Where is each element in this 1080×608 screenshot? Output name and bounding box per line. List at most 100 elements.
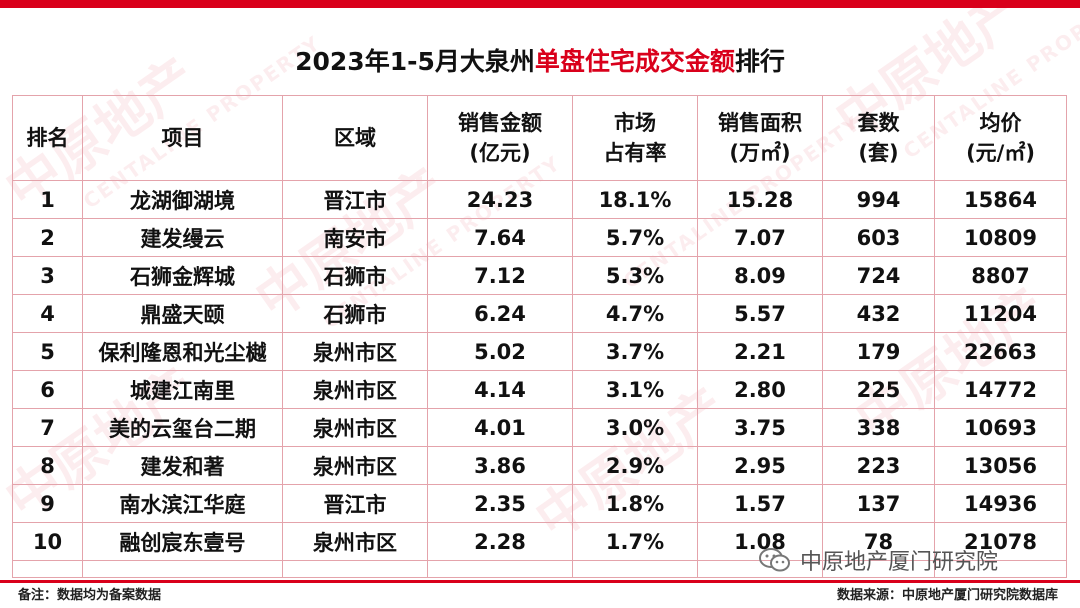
units-cell: 603: [822, 218, 935, 257]
rank-cell: 5: [12, 332, 83, 371]
project-cell: 美的云玺台二期: [82, 408, 283, 447]
bottom-accent-bar: [0, 580, 1080, 583]
market-share-cell: 18.1%: [572, 180, 698, 219]
sales-area-cell: 2.80: [697, 370, 823, 409]
project-cell: 保利隆恩和光尘樾: [82, 332, 283, 371]
table-row: 9 南水滨江华庭 晋江市 2.35 1.8% 1.57 137 14936: [12, 484, 1067, 523]
empty-cell: [82, 560, 283, 578]
ranking-table: 排名 项目 区域 销售金额 (亿元) 市场 占有率 销售面积 (万㎡) 套数 (套) 均…: [12, 95, 1067, 578]
market-share-cell: 1.8%: [572, 484, 698, 523]
project-cell: 龙湖御湖境: [82, 180, 283, 219]
region-cell: 石狮市: [282, 256, 428, 295]
table-row: 6 城建江南里 泉州市区 4.14 3.1% 2.80 225 14772: [12, 370, 1067, 409]
sales-area-cell: 7.07: [697, 218, 823, 257]
sales-amount-cell: 2.28: [427, 522, 573, 561]
project-cell: 建发和著: [82, 446, 283, 485]
sales-amount-cell: 4.14: [427, 370, 573, 409]
empty-cell: [282, 560, 428, 578]
region-cell: 泉州市区: [282, 446, 428, 485]
region-cell: 泉州市区: [282, 408, 428, 447]
rank-cell: 3: [12, 256, 83, 295]
sales-amount-cell: 7.12: [427, 256, 573, 295]
wechat-icon: [759, 548, 790, 572]
header-avg-price: 均价 (元/㎡): [934, 95, 1067, 181]
market-share-cell: 5.7%: [572, 218, 698, 257]
empty-cell: [12, 560, 83, 578]
units-cell: 223: [822, 446, 935, 485]
region-cell: 泉州市区: [282, 522, 428, 561]
region-cell: 晋江市: [282, 484, 428, 523]
avg-price-cell: 8807: [934, 256, 1067, 295]
sales-area-cell: 1.57: [697, 484, 823, 523]
sales-amount-cell: 2.35: [427, 484, 573, 523]
header-units: 套数 (套): [822, 95, 935, 181]
title-highlight: 单盘住宅成交金额: [534, 47, 735, 76]
header-market-share: 市场 占有率: [572, 95, 698, 181]
sales-amount-cell: 24.23: [427, 180, 573, 219]
region-cell: 泉州市区: [282, 332, 428, 371]
market-share-cell: 3.7%: [572, 332, 698, 371]
title-prefix: 2023年1-5月大泉州: [295, 47, 535, 76]
table-row: 4 鼎盛天颐 石狮市 6.24 4.7% 5.57 432 11204: [12, 294, 1067, 333]
units-cell: 432: [822, 294, 935, 333]
region-cell: 晋江市: [282, 180, 428, 219]
sales-area-cell: 3.75: [697, 408, 823, 447]
units-cell: 225: [822, 370, 935, 409]
units-cell: 994: [822, 180, 935, 219]
avg-price-cell: 22663: [934, 332, 1067, 371]
avg-price-cell: 13056: [934, 446, 1067, 485]
project-cell: 城建江南里: [82, 370, 283, 409]
units-cell: 724: [822, 256, 935, 295]
header-sales-area: 销售面积 (万㎡): [697, 95, 823, 181]
empty-cell: [572, 560, 698, 578]
sales-amount-cell: 6.24: [427, 294, 573, 333]
region-cell: 石狮市: [282, 294, 428, 333]
units-cell: 137: [822, 484, 935, 523]
empty-cell: [934, 560, 1067, 578]
avg-price-cell: 10809: [934, 218, 1067, 257]
wechat-label: 中原地产厦门研究院: [800, 550, 999, 575]
rank-cell: 10: [12, 522, 83, 561]
market-share-cell: 3.0%: [572, 408, 698, 447]
header-rank: 排名: [12, 95, 83, 181]
table-header-row: 排名 项目 区域 销售金额 (亿元) 市场 占有率 销售面积 (万㎡) 套数 (套) 均…: [12, 95, 1067, 181]
project-cell: 石狮金辉城: [82, 256, 283, 295]
title-suffix: 排行: [734, 47, 785, 76]
table-row: 3 石狮金辉城 石狮市 7.12 5.3% 8.09 724 8807: [12, 256, 1067, 295]
sales-amount-cell: 5.02: [427, 332, 573, 371]
header-project: 项目: [82, 95, 283, 181]
market-share-cell: 5.3%: [572, 256, 698, 295]
sales-amount-cell: 3.86: [427, 446, 573, 485]
avg-price-cell: 14772: [934, 370, 1067, 409]
header-region: 区域: [282, 95, 428, 181]
market-share-cell: 3.1%: [572, 370, 698, 409]
table-row: 8 建发和著 泉州市区 3.86 2.9% 2.95 223 13056: [12, 446, 1067, 485]
rank-cell: 1: [12, 180, 83, 219]
region-cell: 泉州市区: [282, 370, 428, 409]
page-title: 2023年1-5月大泉州单盘住宅成交金额排行: [0, 42, 1080, 78]
rank-cell: 9: [12, 484, 83, 523]
table-row: 5 保利隆恩和光尘樾 泉州市区 5.02 3.7% 2.21 179 22663: [12, 332, 1067, 371]
avg-price-cell: 21078: [934, 522, 1067, 561]
rank-cell: 6: [12, 370, 83, 409]
project-cell: 鼎盛天颐: [82, 294, 283, 333]
sales-amount-cell: 4.01: [427, 408, 573, 447]
sales-area-cell: 8.09: [697, 256, 823, 295]
rank-cell: 2: [12, 218, 83, 257]
units-cell: 179: [822, 332, 935, 371]
footer-source: 数据来源：中原地产厦门研究院数据库: [836, 588, 1058, 603]
sales-amount-cell: 7.64: [427, 218, 573, 257]
avg-price-cell: 11204: [934, 294, 1067, 333]
rank-cell: 4: [12, 294, 83, 333]
rank-cell: 7: [12, 408, 83, 447]
project-cell: 融创宸东壹号: [82, 522, 283, 561]
market-share-cell: 4.7%: [572, 294, 698, 333]
table-row: 2 建发缦云 南安市 7.64 5.7% 7.07 603 10809: [12, 218, 1067, 257]
sales-area-cell: 2.21: [697, 332, 823, 371]
sales-area-cell: 5.57: [697, 294, 823, 333]
avg-price-cell: 14936: [934, 484, 1067, 523]
header-sales-amount: 销售金额 (亿元): [427, 95, 573, 181]
table-row: 7 美的云玺台二期 泉州市区 4.01 3.0% 3.75 338 10693: [12, 408, 1067, 447]
top-accent-bar: [0, 0, 1080, 8]
market-share-cell: 1.7%: [572, 522, 698, 561]
